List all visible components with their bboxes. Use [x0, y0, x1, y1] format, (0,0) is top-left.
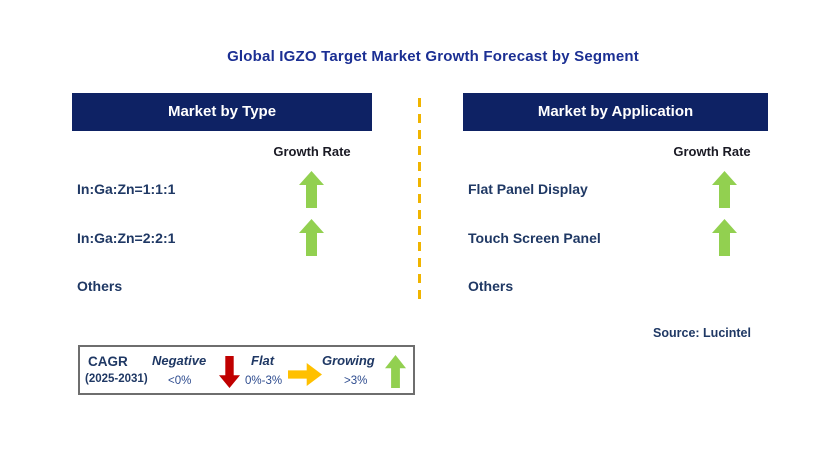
legend-title: CAGR [88, 354, 128, 369]
growth-up-arrow-icon [299, 219, 324, 256]
legend-flat-label: Flat [251, 353, 275, 368]
flat-right-arrow-icon [288, 363, 322, 386]
segment-label-in-ga-zn-1-1-1: In:Ga:Zn=1:1:1 [77, 181, 176, 197]
legend-period: (2025-2031) [85, 373, 148, 385]
panel-header-market-by-application: Market by Application [463, 93, 768, 131]
legend-growing-range: >3% [344, 375, 368, 387]
source-attribution: Source: Lucintel [653, 326, 751, 340]
page-title: Global IGZO Target Market Growth Forecas… [227, 48, 639, 65]
segment-label-in-ga-zn-2-2-1: In:Ga:Zn=2:2:1 [77, 230, 176, 246]
legend-growing-label: Growing [322, 353, 375, 368]
panel-header-market-by-type: Market by Type [72, 93, 372, 131]
growth-up-arrow-icon [299, 171, 324, 208]
growth-up-arrow-icon [712, 171, 737, 208]
growth-rate-column-label-right: Growth Rate [673, 144, 751, 159]
growing-up-arrow-icon [385, 355, 406, 388]
legend-negative-label: Negative [152, 353, 207, 368]
legend-flat-range: 0%-3% [245, 375, 283, 387]
growth-up-arrow-icon [712, 219, 737, 256]
cagr-legend-box: CAGR (2025-2031) Negative <0% Flat 0%-3%… [78, 345, 415, 395]
dashed-divider [418, 98, 421, 302]
segment-label-others-type: Others [77, 278, 123, 294]
segment-label-others-application: Others [468, 278, 514, 294]
negative-down-arrow-icon [219, 356, 240, 388]
segment-label-touch-screen-panel: Touch Screen Panel [468, 230, 601, 246]
legend-negative-range: <0% [168, 375, 192, 387]
growth-rate-column-label-left: Growth Rate [273, 144, 351, 159]
segment-label-flat-panel-display: Flat Panel Display [468, 181, 588, 197]
